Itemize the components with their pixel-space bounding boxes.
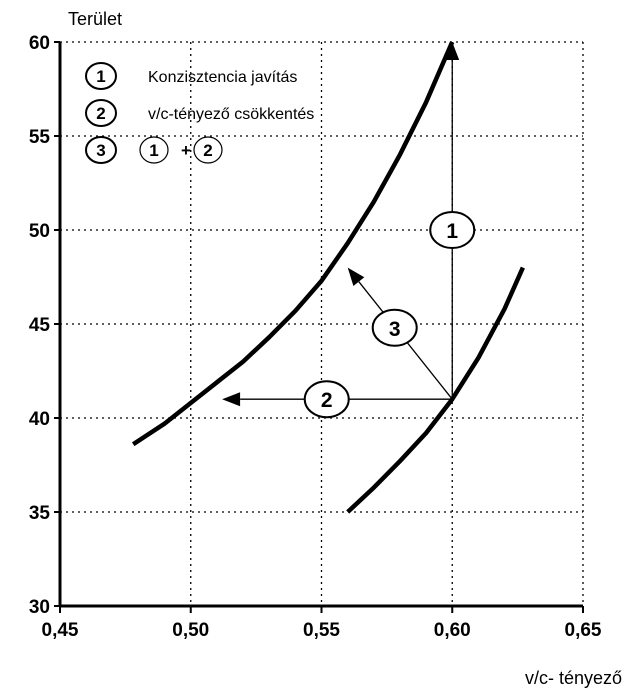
x-tick-label: 0,55 [303,620,340,641]
x-tick-label: 0,65 [565,620,602,641]
legend-label-2: v/c-tényező csökkentés [148,106,314,123]
series-line-2 [346,266,525,514]
arrow-marker-label-1: 1 [446,220,458,243]
legend-combo-number-2: 2 [203,141,212,160]
legend-combo-number-1: 1 [149,141,158,160]
arrow-layer: 1 2 3 [222,42,476,419]
grid [60,41,584,606]
legend-number-1: 1 [96,67,105,86]
x-tick-label: 0,50 [172,620,209,641]
y-tick-label: 30 [29,597,50,618]
arrow-marker-circle-1 [429,211,476,249]
legend: 1 Konzisztencia javítás 2 v/c-tényező csökk… [85,62,314,164]
arrow-1-head [445,42,460,60]
y-tick-label: 50 [29,221,50,242]
arrow-marker-label-3: 3 [389,318,401,341]
arrow-marker-circle-3 [371,308,418,347]
series-line-1 [131,41,455,447]
y-tick-label: 45 [29,315,51,336]
y-axis-title: Terület [68,9,122,29]
legend-label-1: Konzisztencia javítás [148,69,297,86]
legend-number-3: 3 [96,141,105,160]
arrow-marker-label-2: 2 [321,389,333,412]
y-tick-label: 40 [29,409,50,430]
legend-marker-2 [85,99,117,127]
labels: Terület v/c- tényező [68,9,622,688]
arrow-2-head [222,392,241,407]
x-axis-title: v/c- tényező [525,668,622,688]
legend-combo-circle-2 [193,136,223,164]
legend-plus-sign: + [181,141,191,160]
y-tick-label: 55 [29,127,51,148]
series-layer [131,41,525,514]
legend-marker-1 [85,62,117,90]
x-tick-label: 0,45 [42,620,79,641]
y-tick-label: 60 [29,33,50,54]
x-tick-label: 0,60 [434,620,471,641]
arrow-marker-circle-2 [303,380,350,419]
legend-number-2: 2 [96,104,105,123]
legend-combo-circle-1 [139,136,169,164]
axes: 30 35 40 45 50 55 60 0,45 0,50 0,55 0,60 0,65 [29,33,602,641]
arrow-3-head [347,267,365,286]
y-tick-label: 35 [29,503,51,524]
legend-marker-3 [85,136,117,164]
